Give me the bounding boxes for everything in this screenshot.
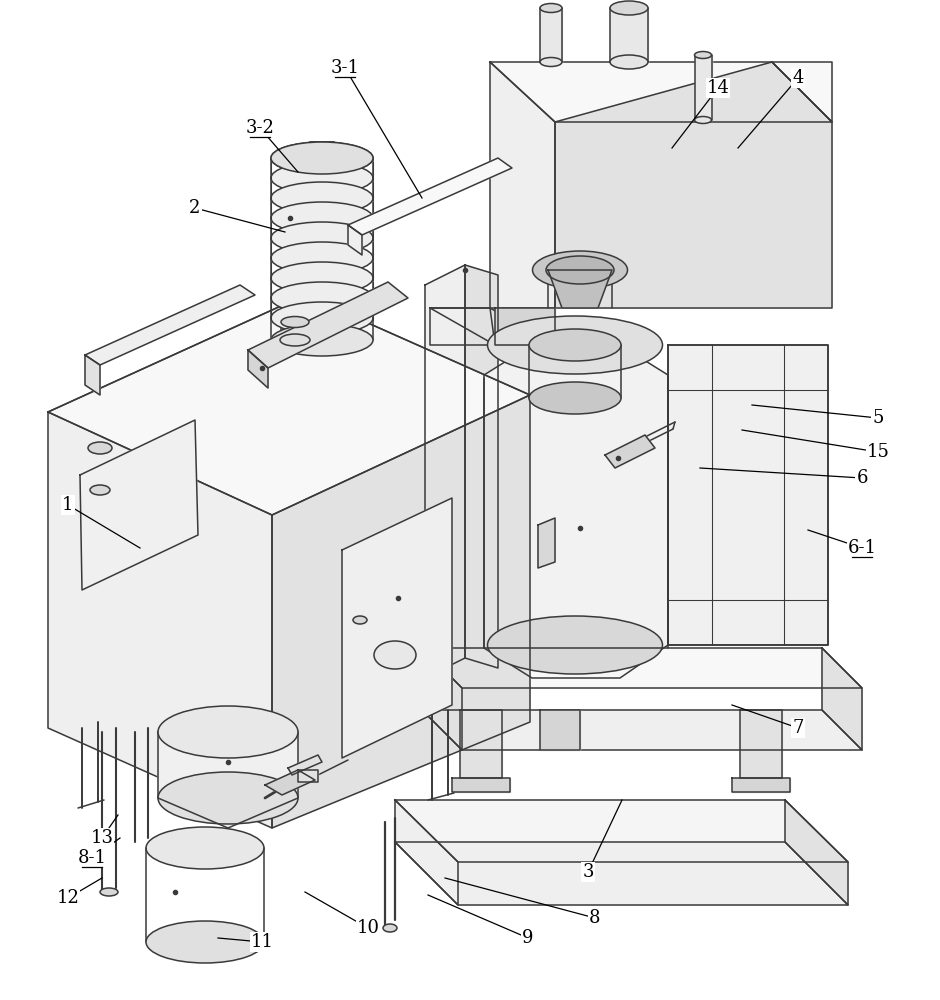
Text: 14: 14 (707, 79, 729, 97)
Ellipse shape (158, 706, 298, 758)
Polygon shape (732, 778, 790, 792)
Polygon shape (740, 710, 782, 778)
Ellipse shape (383, 924, 397, 932)
Ellipse shape (532, 251, 628, 289)
Ellipse shape (90, 485, 110, 495)
Polygon shape (158, 732, 298, 828)
Ellipse shape (271, 262, 373, 294)
Text: 4: 4 (792, 69, 804, 87)
Polygon shape (668, 345, 828, 645)
Text: 11: 11 (250, 933, 274, 951)
Polygon shape (85, 355, 100, 395)
Polygon shape (490, 62, 555, 308)
Ellipse shape (281, 316, 309, 328)
Polygon shape (495, 308, 555, 345)
Ellipse shape (271, 202, 373, 234)
Polygon shape (395, 800, 458, 905)
Ellipse shape (271, 302, 373, 334)
Polygon shape (452, 778, 510, 792)
Polygon shape (430, 308, 495, 345)
Polygon shape (288, 755, 322, 775)
Text: 10: 10 (356, 919, 380, 937)
Polygon shape (538, 518, 555, 568)
Polygon shape (348, 225, 362, 255)
Ellipse shape (280, 334, 310, 346)
Ellipse shape (88, 442, 112, 454)
Text: 2: 2 (189, 199, 200, 217)
Ellipse shape (146, 921, 264, 963)
Ellipse shape (695, 51, 712, 58)
Ellipse shape (271, 324, 373, 356)
Ellipse shape (374, 641, 416, 669)
Text: 3: 3 (582, 863, 594, 881)
Ellipse shape (546, 256, 614, 284)
Polygon shape (422, 648, 462, 750)
Text: 5: 5 (872, 409, 884, 427)
Text: 8: 8 (589, 909, 601, 927)
Text: 6: 6 (856, 469, 868, 487)
Polygon shape (548, 270, 612, 308)
Polygon shape (395, 842, 848, 905)
Polygon shape (540, 8, 562, 62)
Polygon shape (772, 62, 832, 122)
Polygon shape (80, 420, 198, 590)
Text: 9: 9 (523, 929, 534, 947)
Polygon shape (422, 648, 862, 688)
Polygon shape (695, 55, 712, 120)
Polygon shape (248, 350, 268, 388)
Polygon shape (490, 62, 832, 122)
Ellipse shape (271, 162, 373, 194)
Ellipse shape (540, 3, 562, 12)
Polygon shape (298, 770, 318, 782)
Text: 12: 12 (56, 889, 80, 907)
Polygon shape (465, 265, 498, 668)
Text: 3-2: 3-2 (245, 119, 274, 137)
Polygon shape (555, 62, 832, 308)
Polygon shape (605, 435, 655, 468)
Ellipse shape (271, 222, 373, 254)
Ellipse shape (610, 1, 648, 15)
Polygon shape (422, 710, 862, 750)
Text: 13: 13 (90, 829, 114, 847)
Ellipse shape (540, 57, 562, 66)
Ellipse shape (271, 182, 373, 214)
Ellipse shape (529, 329, 621, 361)
Ellipse shape (488, 616, 663, 674)
Ellipse shape (100, 888, 118, 896)
Text: 3-1: 3-1 (331, 59, 359, 77)
Polygon shape (395, 800, 848, 862)
Polygon shape (342, 498, 452, 758)
Polygon shape (822, 648, 862, 750)
Polygon shape (248, 282, 408, 368)
Polygon shape (85, 285, 255, 365)
Ellipse shape (488, 316, 663, 374)
Polygon shape (785, 800, 848, 905)
Ellipse shape (146, 827, 264, 869)
Ellipse shape (695, 116, 712, 123)
Ellipse shape (610, 55, 648, 69)
Polygon shape (48, 412, 272, 828)
Ellipse shape (271, 142, 373, 174)
Polygon shape (425, 265, 465, 678)
Polygon shape (265, 770, 315, 795)
Polygon shape (540, 710, 580, 750)
Ellipse shape (271, 282, 373, 314)
Polygon shape (610, 8, 648, 62)
Text: 7: 7 (792, 719, 804, 737)
Text: 6-1: 6-1 (848, 539, 876, 557)
Polygon shape (48, 295, 530, 515)
Text: 15: 15 (867, 443, 889, 461)
Ellipse shape (158, 772, 298, 824)
Polygon shape (460, 710, 502, 778)
Text: 1: 1 (62, 496, 73, 514)
Ellipse shape (271, 142, 373, 174)
Ellipse shape (271, 242, 373, 274)
Polygon shape (348, 158, 512, 235)
Ellipse shape (529, 382, 621, 414)
Text: 8-1: 8-1 (77, 849, 106, 867)
Ellipse shape (353, 616, 367, 624)
Polygon shape (272, 395, 530, 828)
Polygon shape (484, 345, 668, 678)
Polygon shape (430, 308, 555, 345)
